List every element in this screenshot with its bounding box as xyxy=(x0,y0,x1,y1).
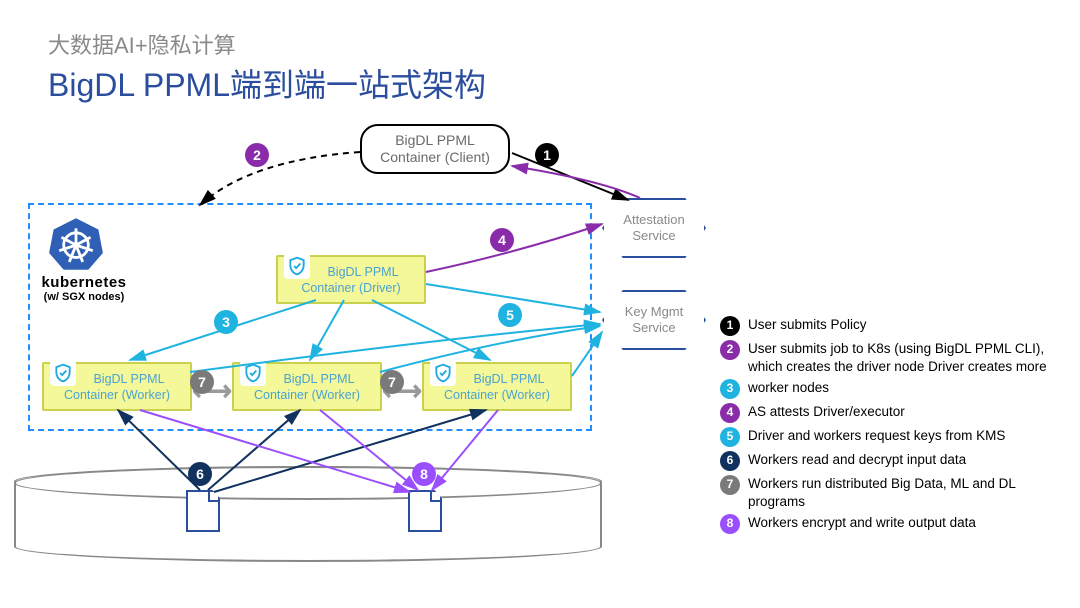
page-title: BigDL PPML端到端一站式架构 xyxy=(48,60,486,106)
output-doc-icon xyxy=(408,490,442,532)
legend-badge-6: 6 xyxy=(720,451,740,471)
worker-container-3: BigDL PPML Container (Worker) xyxy=(422,362,572,411)
attestation-label: Attestation Service xyxy=(623,212,684,243)
legend-item-7: 7 Workers run distributed Big Data, ML an… xyxy=(720,475,1068,510)
step-badge-7: 7 xyxy=(190,370,214,394)
legend-badge-1: 1 xyxy=(720,316,740,336)
storage-cylinder xyxy=(14,466,602,562)
legend-text: User submits Policy xyxy=(748,316,867,334)
driver-container: BigDL PPML Container (Driver) xyxy=(276,255,426,304)
legend-text: AS attests Driver/executor xyxy=(748,403,905,421)
legend-item-8: 8 Workers encrypt and write output data xyxy=(720,514,1068,534)
legend: 1 User submits Policy 2 User submits job to… xyxy=(720,316,1068,538)
shield-icon xyxy=(50,360,76,386)
step-badge-3: 3 xyxy=(214,310,238,334)
step-badge-6: 6 xyxy=(188,462,212,486)
kms-label: Key Mgmt Service xyxy=(625,304,684,335)
step-badge-8: 8 xyxy=(412,462,436,486)
legend-text: Driver and workers request keys from KMS xyxy=(748,427,1005,445)
client-container: BigDL PPML Container (Client) xyxy=(360,124,510,174)
legend-badge-5: 5 xyxy=(720,427,740,447)
worker-container-1: BigDL PPML Container (Worker) xyxy=(42,362,192,411)
step-badge-7: 7 xyxy=(380,370,404,394)
legend-item-2: 2 User submits job to K8s (using BigDL PP… xyxy=(720,340,1068,375)
shield-icon xyxy=(430,360,456,386)
legend-badge-2: 2 xyxy=(720,340,740,360)
legend-text: Workers encrypt and write output data xyxy=(748,514,976,532)
legend-item-6: 6 Workers read and decrypt input data xyxy=(720,451,1068,471)
legend-text: Workers run distributed Big Data, ML and… xyxy=(748,475,1068,510)
subtitle: 大数据AI+隐私计算 xyxy=(48,28,236,60)
legend-item-1: 1 User submits Policy xyxy=(720,316,1068,336)
step-badge-4: 4 xyxy=(490,228,514,252)
kms-service: Key Mgmt Service xyxy=(602,290,706,350)
attestation-service: Attestation Service xyxy=(602,198,706,258)
legend-badge-7: 7 xyxy=(720,475,740,495)
legend-badge-3: 3 xyxy=(720,379,740,399)
legend-item-4: 4 AS attests Driver/executor xyxy=(720,403,1068,423)
legend-badge-4: 4 xyxy=(720,403,740,423)
legend-text: worker nodes xyxy=(748,379,829,397)
kubernetes-icon xyxy=(48,216,104,277)
shield-icon xyxy=(284,253,310,279)
legend-text: User submits job to K8s (using BigDL PPM… xyxy=(748,340,1068,375)
shield-icon xyxy=(240,360,266,386)
worker-container-2: BigDL PPML Container (Worker) xyxy=(232,362,382,411)
legend-item-3: 3 worker nodes xyxy=(720,379,1068,399)
step-badge-2: 2 xyxy=(245,143,269,167)
legend-item-5: 5 Driver and workers request keys from KM… xyxy=(720,427,1068,447)
input-doc-icon xyxy=(186,490,220,532)
kubernetes-label: kubernetes (w/ SGX nodes) xyxy=(36,274,132,303)
legend-badge-8: 8 xyxy=(720,514,740,534)
step-badge-1: 1 xyxy=(535,143,559,167)
legend-text: Workers read and decrypt input data xyxy=(748,451,966,469)
step-badge-5: 5 xyxy=(498,303,522,327)
